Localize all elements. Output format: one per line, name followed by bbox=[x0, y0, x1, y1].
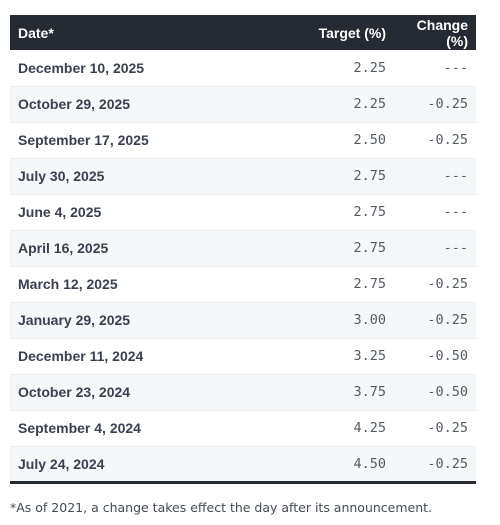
cell-date: July 24, 2024 bbox=[10, 446, 248, 484]
cell-date: October 29, 2025 bbox=[10, 86, 248, 123]
header-target: Target (%) bbox=[318, 24, 386, 41]
cell-date: April 16, 2025 bbox=[10, 230, 248, 267]
cell-date: December 11, 2024 bbox=[10, 338, 248, 375]
cell-date: September 17, 2025 bbox=[10, 122, 248, 159]
table-row: April 16, 2025 2.75 --- bbox=[10, 230, 476, 267]
cell-target: 2.75 bbox=[248, 158, 394, 195]
rate-table-container: Date* Target (%) Change (%) December 10,… bbox=[10, 15, 476, 484]
cell-date: December 10, 2025 bbox=[10, 50, 248, 87]
cell-date: September 4, 2024 bbox=[10, 410, 248, 447]
table-row: September 17, 2025 2.50 -0.25 bbox=[10, 122, 476, 159]
table-row: December 10, 2025 2.25 --- bbox=[10, 50, 476, 87]
cell-change: -0.25 bbox=[394, 86, 476, 123]
cell-target: 2.75 bbox=[248, 194, 394, 231]
cell-change: -0.25 bbox=[394, 266, 476, 303]
header-change: Change (%) bbox=[416, 16, 468, 49]
cell-change: --- bbox=[394, 158, 476, 195]
table-row: June 4, 2025 2.75 --- bbox=[10, 194, 476, 231]
footnote: *As of 2021, a change takes effect the d… bbox=[10, 500, 433, 515]
cell-change: --- bbox=[394, 50, 476, 87]
cell-target: 3.25 bbox=[248, 338, 394, 375]
header-row: Date* Target (%) Change (%) bbox=[10, 15, 476, 50]
table-row: March 12, 2025 2.75 -0.25 bbox=[10, 266, 476, 303]
cell-date: January 29, 2025 bbox=[10, 302, 248, 339]
cell-target: 2.25 bbox=[248, 86, 394, 123]
cell-change: -0.25 bbox=[394, 122, 476, 159]
header-date: Date* bbox=[18, 24, 54, 41]
cell-target: 3.75 bbox=[248, 374, 394, 411]
table-header: Date* Target (%) Change (%) bbox=[10, 15, 476, 50]
table-row: September 4, 2024 4.25 -0.25 bbox=[10, 410, 476, 447]
cell-target: 2.25 bbox=[248, 50, 394, 87]
cell-change: -0.25 bbox=[394, 410, 476, 447]
cell-date: March 12, 2025 bbox=[10, 266, 248, 303]
table-row: October 23, 2024 3.75 -0.50 bbox=[10, 374, 476, 411]
cell-target: 3.00 bbox=[248, 302, 394, 339]
cell-change: --- bbox=[394, 194, 476, 231]
cell-target: 2.75 bbox=[248, 230, 394, 267]
cell-date: June 4, 2025 bbox=[10, 194, 248, 231]
cell-change: -0.25 bbox=[394, 302, 476, 339]
table-row: December 11, 2024 3.25 -0.50 bbox=[10, 338, 476, 375]
cell-change: --- bbox=[394, 230, 476, 267]
table-row: October 29, 2025 2.25 -0.25 bbox=[10, 86, 476, 123]
cell-date: October 23, 2024 bbox=[10, 374, 248, 411]
cell-date: July 30, 2025 bbox=[10, 158, 248, 195]
table-row: July 30, 2025 2.75 --- bbox=[10, 158, 476, 195]
cell-target: 4.25 bbox=[248, 410, 394, 447]
cell-change: -0.50 bbox=[394, 338, 476, 375]
cell-change: -0.50 bbox=[394, 374, 476, 411]
table-row: July 24, 2024 4.50 -0.25 bbox=[10, 446, 476, 484]
cell-target: 4.50 bbox=[248, 446, 394, 484]
table-row: January 29, 2025 3.00 -0.25 bbox=[10, 302, 476, 339]
table-body: December 10, 2025 2.25 --- October 29, 2… bbox=[10, 50, 476, 484]
cell-target: 2.50 bbox=[248, 122, 394, 159]
cell-target: 2.75 bbox=[248, 266, 394, 303]
cell-change: -0.25 bbox=[394, 446, 476, 484]
rate-table: Date* Target (%) Change (%) December 10,… bbox=[10, 15, 476, 484]
